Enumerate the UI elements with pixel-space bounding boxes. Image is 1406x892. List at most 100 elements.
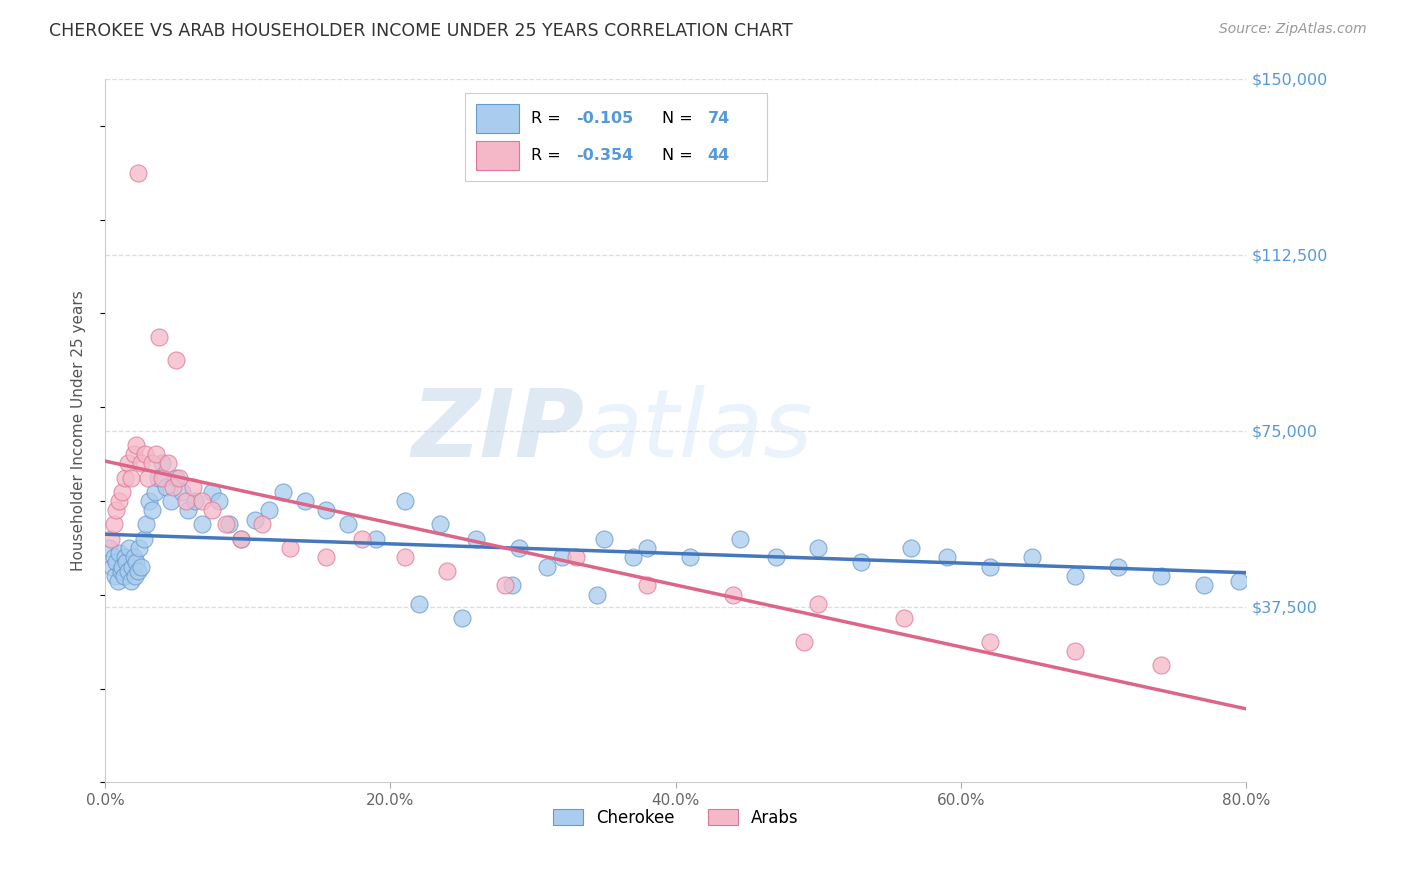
Point (218, 517, 240, 532)
Point (243, 513, 266, 527)
Point (129, 457, 152, 471)
Point (141, 503, 163, 517)
Point (257, 503, 280, 517)
Point (135, 517, 157, 532)
Point (273, 484, 295, 499)
Point (1150, 658, 1173, 673)
Point (108, 494, 131, 508)
Point (145, 447, 167, 461)
Point (364, 532, 387, 546)
Point (807, 541, 830, 555)
Point (127, 565, 149, 579)
Text: atlas: atlas (585, 385, 813, 476)
Point (336, 517, 359, 532)
Text: R =: R = (531, 111, 565, 126)
Point (979, 559, 1001, 574)
Point (565, 550, 588, 565)
Point (110, 565, 132, 579)
Point (621, 550, 644, 565)
Point (593, 532, 616, 546)
Point (1192, 578, 1215, 592)
Point (586, 588, 609, 602)
Point (728, 532, 751, 546)
Point (191, 494, 214, 508)
Point (900, 541, 922, 555)
Point (201, 484, 224, 499)
Point (508, 541, 530, 555)
Text: N =: N = (662, 148, 697, 163)
Point (165, 470, 187, 484)
Point (122, 447, 145, 461)
Point (170, 484, 193, 499)
Point (156, 457, 179, 471)
Point (125, 438, 148, 452)
Point (550, 550, 572, 565)
Point (141, 457, 163, 471)
Point (208, 494, 231, 508)
Text: Source: ZipAtlas.com: Source: ZipAtlas.com (1219, 22, 1367, 37)
Point (979, 634, 1001, 648)
Point (167, 470, 190, 484)
Point (107, 574, 129, 588)
Point (122, 550, 145, 565)
Point (394, 494, 416, 508)
Y-axis label: Householder Income Under 25 years: Householder Income Under 25 years (72, 290, 86, 571)
FancyBboxPatch shape (477, 141, 519, 170)
Point (111, 559, 134, 574)
Point (146, 470, 169, 484)
Point (115, 555, 138, 569)
Point (101, 559, 124, 574)
Point (104, 569, 127, 583)
Point (408, 597, 430, 611)
Point (350, 532, 373, 546)
Point (450, 611, 472, 625)
Point (229, 532, 252, 546)
Point (294, 494, 316, 508)
Point (201, 503, 224, 517)
Point (120, 470, 142, 484)
Point (315, 550, 337, 565)
Point (155, 480, 177, 494)
Text: R =: R = (531, 148, 565, 163)
Point (807, 597, 830, 611)
Point (114, 470, 136, 484)
Point (465, 532, 488, 546)
Point (765, 550, 787, 565)
Point (315, 503, 337, 517)
Point (176, 494, 198, 508)
Point (128, 541, 150, 555)
Point (1064, 569, 1087, 583)
Point (125, 555, 148, 569)
Point (159, 494, 181, 508)
Point (124, 569, 146, 583)
Point (121, 559, 143, 574)
Point (105, 555, 128, 569)
Point (148, 330, 170, 344)
Text: 74: 74 (707, 111, 730, 126)
Point (1021, 550, 1043, 565)
Point (138, 494, 160, 508)
Point (183, 480, 205, 494)
Point (679, 550, 702, 565)
Point (280, 541, 302, 555)
Point (112, 569, 135, 583)
Point (105, 503, 128, 517)
Point (150, 470, 173, 484)
Text: 44: 44 (707, 148, 730, 163)
Point (136, 470, 159, 484)
Point (118, 541, 141, 555)
Point (120, 574, 142, 588)
Point (436, 565, 458, 579)
Point (215, 517, 238, 532)
Point (1150, 569, 1173, 583)
Text: -0.105: -0.105 (576, 111, 634, 126)
Point (177, 503, 200, 517)
Point (793, 634, 815, 648)
Point (494, 578, 516, 592)
Text: CHEROKEE VS ARAB HOUSEHOLDER INCOME UNDER 25 YEARS CORRELATION CHART: CHEROKEE VS ARAB HOUSEHOLDER INCOME UNDE… (49, 22, 793, 40)
Point (129, 559, 152, 574)
Point (150, 457, 173, 471)
Point (165, 353, 187, 368)
Point (851, 555, 873, 569)
Point (1227, 574, 1250, 588)
